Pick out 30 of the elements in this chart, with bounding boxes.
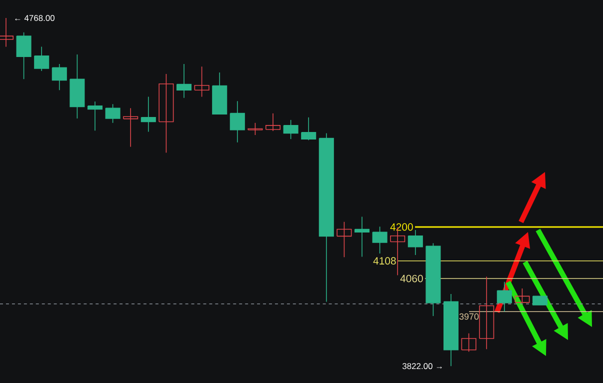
candlestick	[34, 46, 50, 72]
candlestick	[265, 112, 281, 132]
candlestick	[158, 74, 174, 154]
candlestick	[230, 100, 245, 143]
candlestick	[0, 18, 14, 48]
candlestick	[194, 66, 210, 98]
candlestick	[105, 104, 120, 124]
ref-line-label: 4200	[390, 223, 413, 231]
candlestick	[408, 230, 423, 256]
annotation: ← 4768.00	[15, 15, 55, 22]
candlestick	[336, 221, 352, 258]
candlestick	[176, 64, 192, 98]
candlestick	[301, 116, 316, 141]
candlestick	[123, 108, 138, 148]
candlestick	[354, 216, 370, 258]
candlestick	[16, 32, 32, 80]
candlestick	[248, 122, 263, 136]
candlestick	[496, 281, 512, 312]
ref-line-label: 3970	[459, 313, 479, 320]
candlestick	[461, 332, 476, 352]
ref-line-label: 4108	[373, 257, 396, 265]
candlestick	[283, 120, 298, 140]
candlestick	[52, 64, 67, 91]
candlestick	[479, 276, 494, 350]
candlestick	[514, 288, 530, 304]
candlestick	[140, 96, 156, 132]
candlestick	[372, 226, 388, 254]
annotation: 3822.00 →	[402, 363, 442, 370]
ref-line-label: 4060	[400, 274, 423, 282]
candlestick	[87, 101, 103, 132]
